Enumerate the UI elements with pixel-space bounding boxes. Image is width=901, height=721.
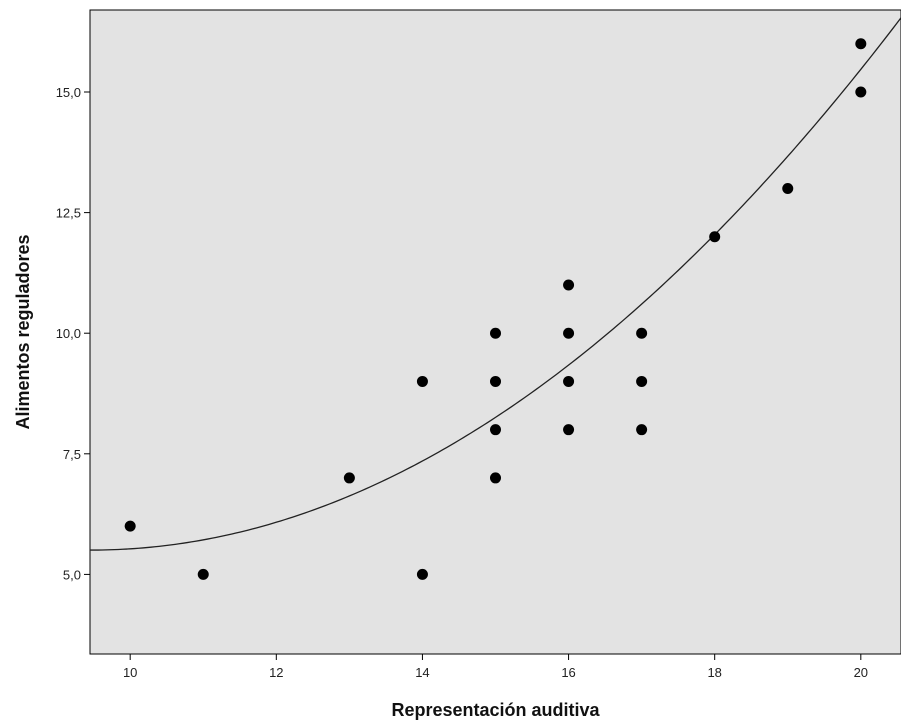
data-point <box>416 568 428 580</box>
data-points <box>124 38 867 580</box>
y-tick-label: 7,5 <box>63 447 81 462</box>
data-point <box>343 472 355 484</box>
data-point <box>490 327 501 339</box>
data-point <box>855 86 867 98</box>
x-tick-label: 20 <box>854 665 868 680</box>
data-point <box>636 375 648 387</box>
data-point <box>636 327 648 339</box>
data-point <box>490 375 501 387</box>
data-point <box>490 472 501 484</box>
data-point <box>124 520 136 532</box>
data-point <box>416 375 428 387</box>
data-point <box>855 38 867 50</box>
data-point <box>197 568 209 580</box>
x-tick-label: 10 <box>123 665 137 680</box>
x-axis-ticks: 10 12 14 16 18 20 <box>123 654 868 680</box>
y-axis-title: Alimentos reguladores <box>13 234 33 429</box>
data-point <box>782 182 794 194</box>
data-point <box>709 231 721 243</box>
x-tick-label: 18 <box>707 665 721 680</box>
y-tick-label: 5,0 <box>63 567 81 582</box>
y-tick-label: 15,0 <box>56 85 81 100</box>
y-tick-label: 12,5 <box>56 206 81 221</box>
x-tick-label: 14 <box>415 665 429 680</box>
data-point <box>490 424 501 436</box>
data-point <box>563 327 575 339</box>
data-point <box>563 279 575 291</box>
data-point <box>563 424 575 436</box>
data-point <box>636 424 648 436</box>
x-tick-label: 12 <box>269 665 283 680</box>
y-axis-ticks: 5,0 7,5 10,0 12,5 15,0 <box>56 85 90 582</box>
x-axis-title: Representación auditiva <box>391 700 600 720</box>
y-tick-label: 10,0 <box>56 326 81 341</box>
x-tick-label: 16 <box>561 665 575 680</box>
data-point <box>563 375 575 387</box>
fit-curve <box>90 17 901 551</box>
